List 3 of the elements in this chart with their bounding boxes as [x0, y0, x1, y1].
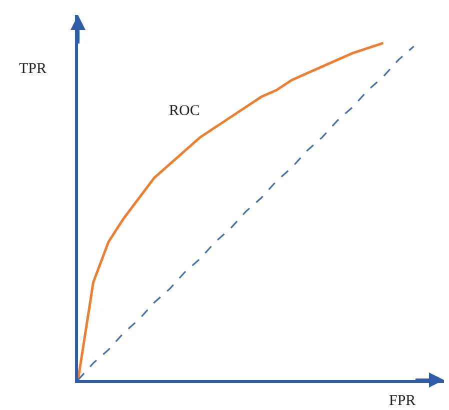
x-axis-title: FPR	[389, 393, 416, 409]
y-axis-title: TPR	[19, 61, 47, 77]
series-label: ROC	[169, 103, 200, 119]
